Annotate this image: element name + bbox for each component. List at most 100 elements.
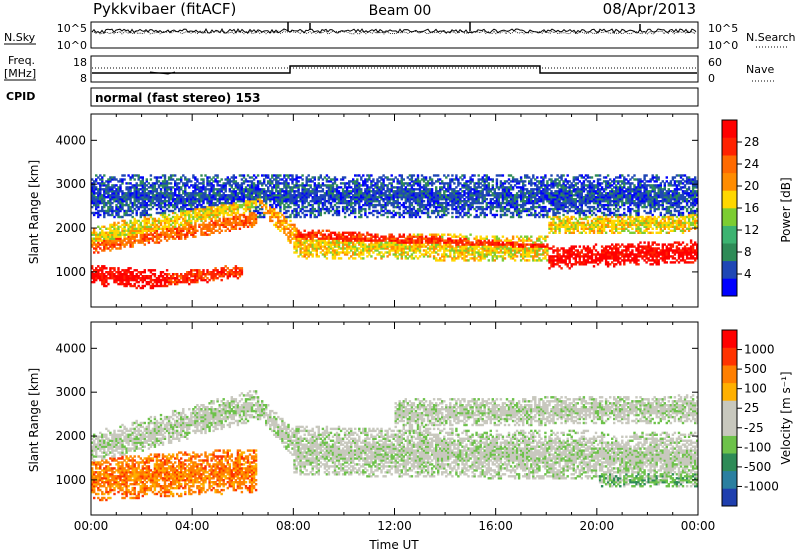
heatmap-cell xyxy=(91,198,94,201)
heatmap-cell xyxy=(443,205,446,209)
heatmap-cell xyxy=(121,219,124,223)
heatmap-cell xyxy=(386,215,389,219)
heatmap-cell xyxy=(410,239,414,242)
heatmap-cell xyxy=(400,235,403,238)
heatmap-cell xyxy=(139,241,142,244)
heatmap-cell xyxy=(196,205,199,209)
heatmap-cell xyxy=(376,203,379,207)
heatmap-cell xyxy=(198,201,201,205)
heatmap-cell xyxy=(208,209,211,213)
heatmap-cell xyxy=(354,184,357,187)
heatmap-cell xyxy=(354,194,357,197)
heatmap-cell xyxy=(91,275,94,278)
heatmap-cell xyxy=(386,178,389,181)
heatmap-cell xyxy=(418,182,422,185)
heatmap-cell xyxy=(232,176,235,179)
heatmap-cell xyxy=(297,241,300,244)
heatmap-cell xyxy=(261,184,264,187)
heatmap-cell xyxy=(176,194,179,197)
heatmap-cell xyxy=(422,203,426,207)
heatmap-cell xyxy=(352,194,355,197)
heatmap-cell xyxy=(303,243,306,246)
heatmap-cell xyxy=(481,211,484,215)
heatmap-cell xyxy=(279,196,282,199)
nave-label: Nave xyxy=(746,63,774,76)
heatmap-cell xyxy=(220,223,223,227)
heatmap-cell xyxy=(174,282,177,286)
heatmap-cell xyxy=(285,233,288,236)
heatmap-cell xyxy=(321,229,325,232)
heatmap-cell xyxy=(410,190,414,193)
heatmap-cell xyxy=(487,245,490,248)
heatmap-cell xyxy=(165,229,169,232)
heatmap-cell xyxy=(115,227,118,230)
heatmap-cell xyxy=(451,188,454,191)
heatmap-cell xyxy=(180,207,183,211)
heatmap-cell xyxy=(341,249,345,252)
heatmap-cell xyxy=(167,223,171,227)
heatmap-cell xyxy=(202,231,205,234)
heatmap-cell xyxy=(358,209,361,213)
heatmap-cell xyxy=(368,186,371,189)
heatmap-cell xyxy=(123,231,126,234)
heatmap-cell xyxy=(222,273,225,276)
heatmap-cell xyxy=(341,178,345,181)
heatmap-cell xyxy=(384,239,387,242)
heatmap-cell xyxy=(390,186,393,189)
heatmap-cell xyxy=(238,190,242,193)
heatmap-cell xyxy=(165,239,169,242)
heatmap-cell xyxy=(224,265,227,268)
heatmap-cell xyxy=(93,180,96,183)
heatmap-cell xyxy=(315,235,318,238)
heatmap-cell xyxy=(457,196,460,199)
heatmap-cell xyxy=(337,213,341,217)
heatmap-cell xyxy=(169,203,173,207)
heatmap-cell xyxy=(194,225,197,228)
heatmap-cell xyxy=(422,200,426,203)
heatmap-cell xyxy=(392,194,395,197)
heatmap-cell xyxy=(356,180,359,183)
heatmap-cell xyxy=(252,174,256,177)
heatmap-cell xyxy=(447,174,450,177)
heatmap-cell xyxy=(159,192,163,195)
heatmap-cell xyxy=(461,186,464,189)
heatmap-cell xyxy=(230,221,233,225)
heatmap-cell xyxy=(380,186,383,189)
heatmap-cell xyxy=(91,233,94,236)
heatmap-cell xyxy=(103,211,106,215)
heatmap-cell xyxy=(129,192,132,195)
heatmap-cell xyxy=(212,184,215,187)
heatmap-cell xyxy=(252,205,256,209)
heatmap-cell xyxy=(426,196,430,199)
heatmap-cell xyxy=(402,201,405,205)
heatmap-cell xyxy=(119,207,122,211)
heatmap-cell xyxy=(309,215,312,219)
heatmap-cell xyxy=(109,235,112,238)
heatmap-cell xyxy=(180,200,183,203)
heatmap-cell xyxy=(335,198,339,201)
heatmap-cell xyxy=(398,182,401,185)
heatmap-cell xyxy=(151,201,155,205)
heatmap-cell xyxy=(111,241,114,244)
heatmap-cell xyxy=(352,182,355,185)
heatmap-cell xyxy=(366,188,369,191)
heatmap-cell xyxy=(232,273,235,276)
heatmap-cell xyxy=(113,280,116,284)
heatmap-cell xyxy=(161,225,165,228)
heatmap-cell xyxy=(426,207,430,211)
heatmap-cell xyxy=(285,196,288,199)
heatmap-cell xyxy=(214,207,217,211)
heatmap-cell xyxy=(441,259,444,262)
heatmap-cell xyxy=(121,178,124,181)
heatmap-cell xyxy=(123,269,126,272)
heatmap-cell xyxy=(155,241,159,244)
heatmap-cell xyxy=(430,243,434,246)
heatmap-cell xyxy=(402,194,405,197)
heatmap-cell xyxy=(293,194,296,197)
heatmap-cell xyxy=(293,247,296,250)
heatmap-cell xyxy=(188,201,191,205)
heatmap-cell xyxy=(232,190,235,193)
heatmap-cell xyxy=(171,275,175,278)
heatmap-cell xyxy=(457,184,460,187)
heatmap-cell xyxy=(248,201,252,205)
